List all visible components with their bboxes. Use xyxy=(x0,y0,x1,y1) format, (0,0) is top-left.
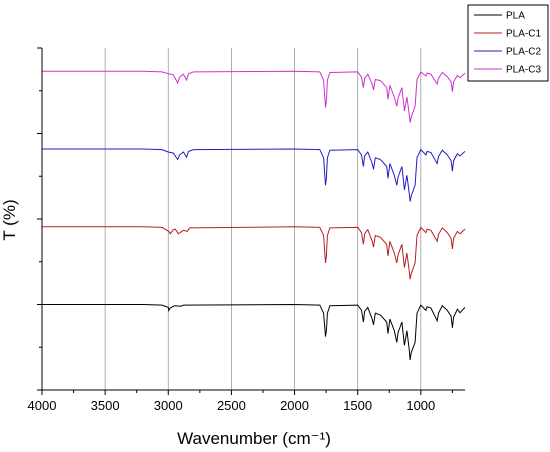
x-tick-label: 2500 xyxy=(217,398,246,413)
x-tick-labels: 4000 3500 3000 2500 2000 1500 1000 xyxy=(28,47,453,413)
series-line-pla-c1 xyxy=(42,226,466,280)
legend: PLA PLA-C1 PLA-C2 PLA-C3 xyxy=(467,4,549,82)
x-axis-title: Wavenumber (cm⁻¹) xyxy=(177,429,331,448)
y-axis-title: T (%) xyxy=(0,199,19,240)
x-tick-label: 2000 xyxy=(280,398,309,413)
x-tick-label: 1500 xyxy=(343,398,372,413)
legend-box xyxy=(467,4,549,82)
x-tick-label: 3000 xyxy=(154,398,183,413)
legend-label-pla-c2: PLA-C2 xyxy=(506,47,541,58)
series-lines xyxy=(42,70,466,360)
legend-label-pla-c3: PLA-C3 xyxy=(506,65,541,76)
x-tick-label: 3500 xyxy=(91,398,120,413)
legend-label-pla: PLA xyxy=(506,11,525,22)
series-line-pla xyxy=(42,303,466,360)
x-tick-label: 4000 xyxy=(28,398,57,413)
legend-label-pla-c1: PLA-C1 xyxy=(506,29,541,40)
series-line-pla-c2 xyxy=(42,148,466,202)
grid-lines xyxy=(104,48,422,390)
x-tick-label: 1000 xyxy=(406,398,435,413)
series-line-pla-c3 xyxy=(42,70,466,123)
